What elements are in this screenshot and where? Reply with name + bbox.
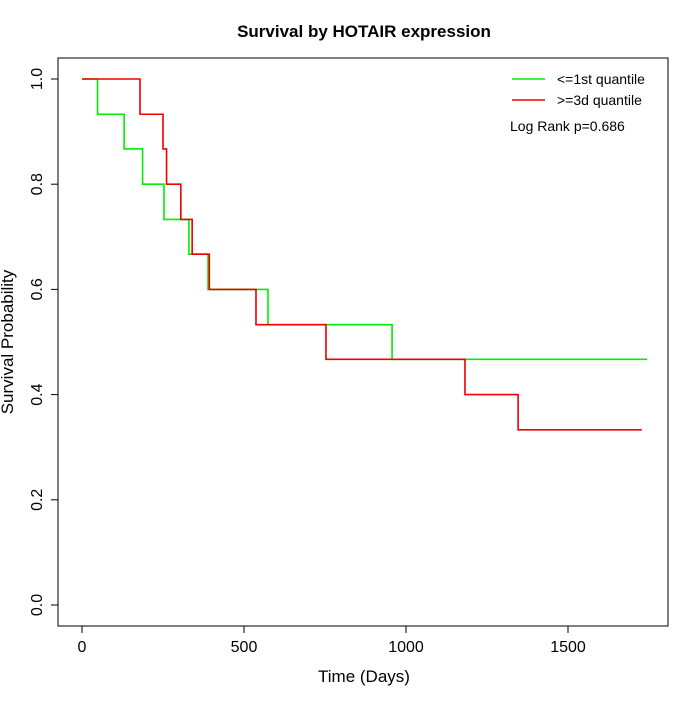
x-tick-label: 0 (78, 639, 87, 656)
x-axis: 0 500 1000 1500 (78, 625, 586, 656)
y-tick-label: 1.0 (29, 68, 46, 90)
y-tick-label: 0.0 (29, 594, 46, 616)
legend: <=1st quantile >=3d quantile (512, 71, 645, 108)
chart-title: Survival by HOTAIR expression (237, 22, 491, 41)
x-axis-label: Time (Days) (318, 667, 410, 686)
y-axis: 0.0 0.2 0.4 0.6 0.8 1.0 (29, 68, 59, 616)
legend-label-low: <=1st quantile (557, 71, 645, 87)
x-tick-label: 500 (231, 639, 258, 656)
plot-frame (57, 57, 669, 627)
x-tick-label: 1500 (550, 639, 586, 656)
y-tick-label: 0.8 (29, 173, 46, 195)
logrank-annotation: Log Rank p=0.686 (510, 118, 625, 134)
y-axis-label: Survival Probability (0, 269, 17, 414)
series-group (82, 78, 648, 431)
y-tick-label: 0.4 (29, 383, 46, 405)
y-tick-label: 0.2 (29, 489, 46, 511)
legend-label-high: >=3d quantile (557, 92, 642, 108)
km-curve-high (82, 78, 642, 431)
y-tick-label: 0.6 (29, 278, 46, 300)
x-tick-label: 1000 (388, 639, 424, 656)
